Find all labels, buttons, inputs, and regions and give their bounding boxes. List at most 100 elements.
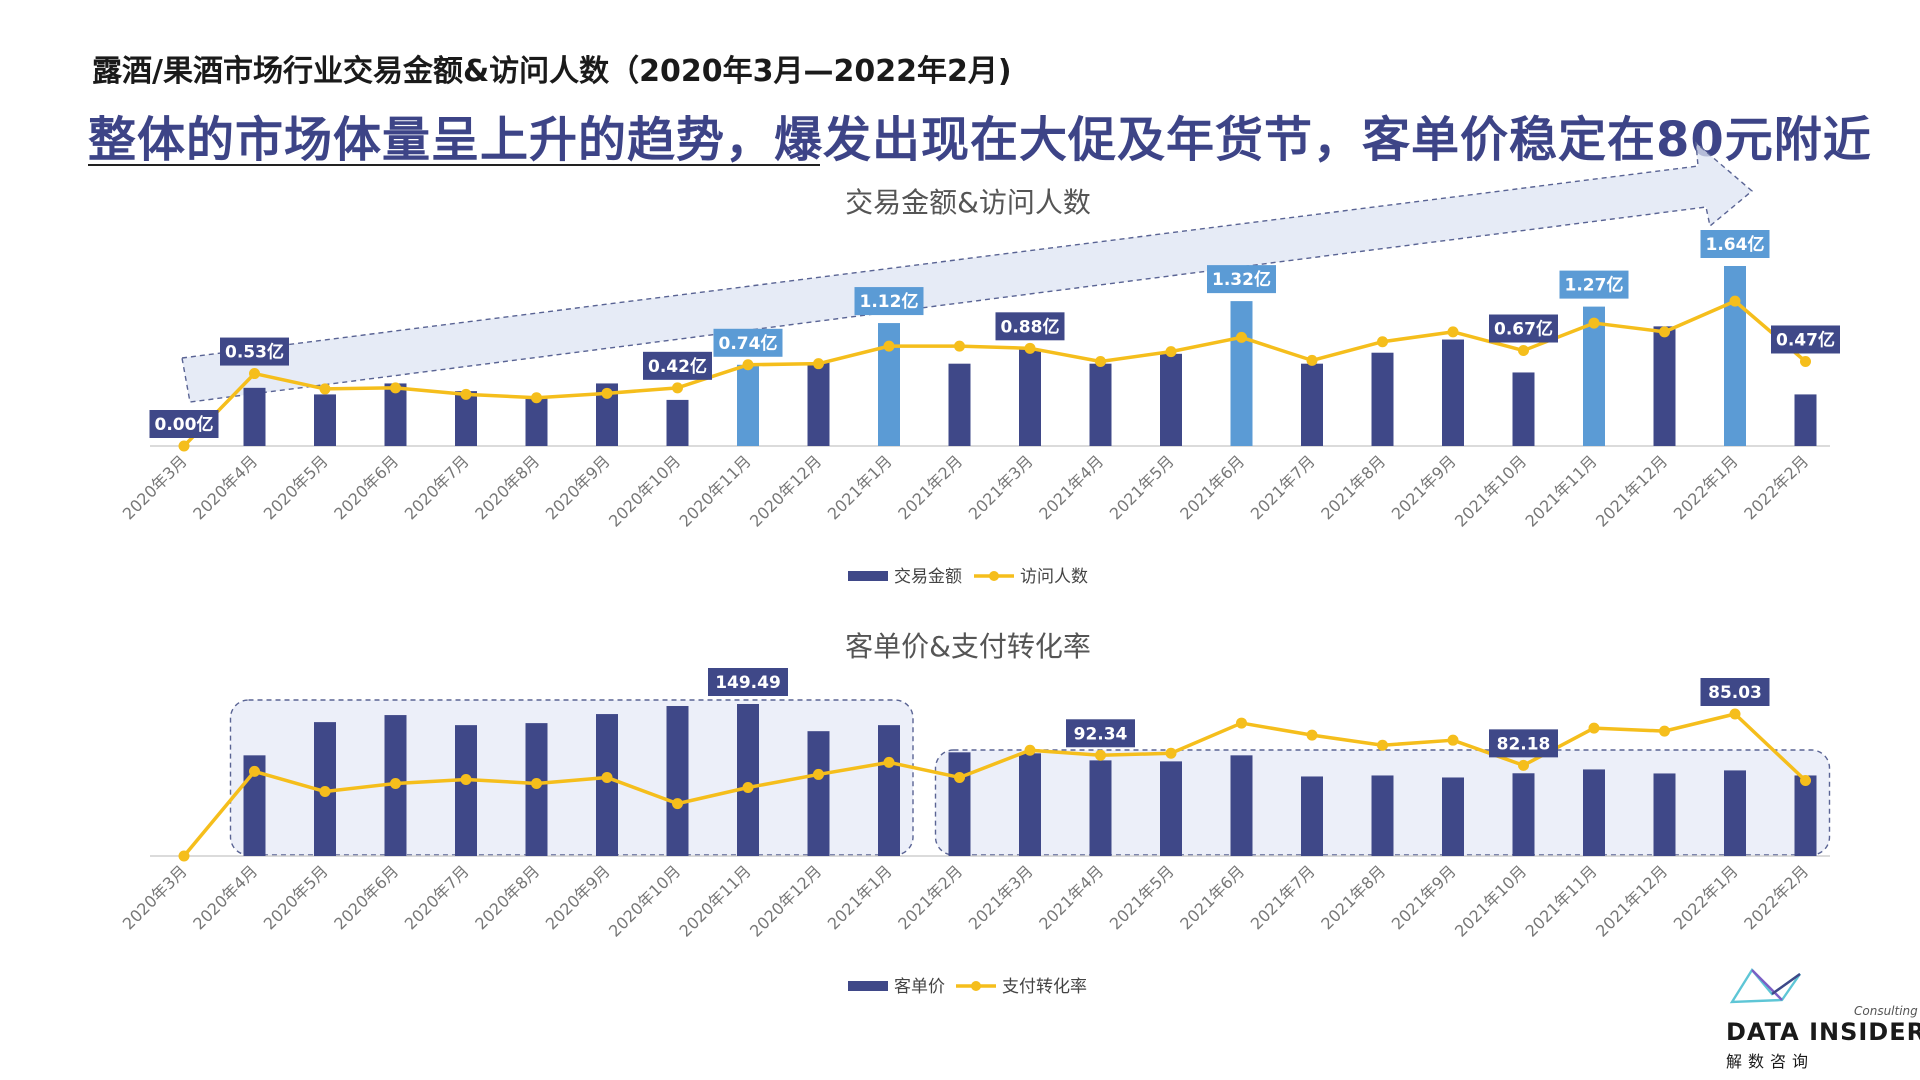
chart-2-bar	[1301, 776, 1323, 856]
chart-1-data-label-bg	[1207, 265, 1276, 294]
chart-2-line-point	[1306, 729, 1318, 741]
chart-1-data-label-text: 0.74亿	[719, 333, 778, 354]
chart-1-data-label: 0.74亿	[713, 328, 783, 357]
chart-1-x-tick-label: 2021年12月	[1592, 451, 1671, 530]
chart-1-line-point	[1800, 355, 1811, 367]
chart-1-x-tick-label: 2020年9月	[542, 451, 614, 523]
chart-1-line-point	[672, 382, 683, 394]
page-subtitle: 露酒/果酒市场行业交易金额&访问人数（2020年3月—2022年2月)	[92, 54, 1012, 89]
chart-1-x-tick-label: 2021年5月	[1106, 451, 1178, 523]
chart-1-x-tick-label: 2020年8月	[471, 451, 543, 523]
chart-2-line-point	[460, 773, 472, 785]
chart-2-data-label-text: 92.34	[1074, 724, 1128, 744]
chart-1-data-label-text: 1.64亿	[1706, 234, 1765, 255]
chart-1-line-point	[813, 358, 824, 370]
chart-2-bar	[1724, 770, 1746, 856]
chart-2-x-tick-label: 2020年9月	[542, 861, 614, 933]
chart-1-x-tick-label: 2021年10月	[1451, 451, 1530, 530]
chart-1-data-label-bg	[643, 351, 712, 380]
logo-mark-icon	[1729, 967, 1801, 1004]
chart-1-bar	[1230, 301, 1253, 446]
chart-2-bar	[737, 704, 759, 856]
chart-1-x-tick-label: 2022年2月	[1740, 451, 1812, 523]
chart-1-x-tick-label: 2020年11月	[676, 451, 755, 530]
chart-1-data-label-bg	[220, 337, 289, 366]
chart-2-bar	[807, 731, 830, 856]
chart-1-x-tick-label: 2020年6月	[330, 451, 402, 523]
chart-1-data-label-text: 1.12亿	[860, 291, 919, 312]
chart-1-bar	[596, 383, 618, 446]
chart-1-line	[182, 299, 1807, 448]
chart-2-x-tick-label: 2021年9月	[1388, 861, 1460, 933]
chart-2-bar	[1371, 775, 1394, 856]
legend-label-bar: 客单价	[894, 977, 945, 997]
chart-1-x-tick-label: 2021年2月	[894, 451, 966, 523]
chart-2-bar	[948, 752, 971, 856]
chart-1-data-label: 1.27亿	[1559, 270, 1629, 299]
chart-2-x-tick-label: 2020年6月	[330, 861, 402, 933]
chart-1-data-label-text: 0.00亿	[155, 414, 214, 435]
legend-swatch-dot	[989, 571, 999, 581]
chart-1-line-point	[1377, 336, 1388, 348]
chart-1-line-point	[954, 340, 965, 352]
chart-2-x-tick-label: 2020年4月	[189, 861, 261, 933]
legend-swatch-bar	[848, 981, 888, 991]
chart-2-line-point	[1800, 774, 1811, 786]
chart-2-data-label: 149.49	[708, 668, 788, 696]
logo-consulting-text: Consulting	[1854, 1004, 1918, 1018]
chart-2-line-point	[1588, 722, 1600, 734]
chart-2-data-label: 85.03	[1700, 678, 1770, 706]
legend-label-bar: 交易金额	[894, 567, 962, 587]
chart-1-line-point	[742, 359, 754, 371]
chart-1-data-label: 1.32亿	[1207, 265, 1276, 294]
chart-1-line-point	[319, 383, 331, 395]
chart-1-line-point	[249, 368, 260, 380]
chart-1-x-tick-label: 2021年3月	[965, 451, 1037, 523]
chart-1-bar	[314, 394, 336, 446]
chart-1-bar	[1583, 306, 1605, 446]
chart-1-x-tick-label: 2021年8月	[1317, 451, 1389, 523]
chart-2-line-point	[742, 782, 754, 794]
chart-2-bar	[1089, 760, 1112, 856]
chart-1-line-point	[1024, 342, 1036, 354]
chart-1-line-point	[390, 382, 401, 394]
chart-1-x-tick-label: 2021年4月	[1035, 451, 1107, 523]
chart-1-x-tick-label: 2021年11月	[1522, 451, 1601, 530]
chart-2-bar	[1512, 773, 1535, 856]
legend-swatch-dot	[971, 981, 981, 991]
chart-2-line-point	[813, 768, 824, 780]
chart-1-x-tick-label: 2021年7月	[1247, 451, 1319, 523]
chart-2-data-label-bg	[1489, 729, 1558, 758]
chart-1-data-label: 0.88亿	[995, 312, 1065, 341]
chart-2-line-point	[390, 777, 401, 789]
chart-1-bar	[1724, 266, 1746, 446]
chart-1-data-label: 0.47亿	[1771, 325, 1840, 354]
chart-1-data-label-bg	[149, 410, 219, 438]
chart-2-line-point	[672, 798, 683, 810]
chart-1-data-label-bg	[995, 312, 1065, 341]
chart-1-data-label-bg	[713, 328, 783, 357]
chart-2-x-tick-label: 2020年5月	[260, 861, 332, 933]
chart-2-bar	[666, 706, 689, 856]
title-underline	[88, 164, 820, 166]
chart-2-x-tick-label: 2020年12月	[746, 861, 825, 940]
chart-2-x-tick-label: 2021年2月	[894, 861, 966, 933]
chart-2-data-label-bg	[708, 668, 788, 696]
legend-swatch-bar	[848, 571, 888, 581]
chart-1-bar	[737, 364, 759, 446]
chart-1-line-point	[883, 340, 895, 352]
chart-1-bar	[243, 387, 266, 446]
chart-2-x-tick-label: 2021年6月	[1176, 861, 1248, 933]
chart-2-x-tick-label: 2020年7月	[401, 861, 473, 933]
chart-2-line-point	[883, 756, 895, 768]
chart-1-data-label-bg	[854, 287, 924, 316]
chart-2-x-tick-label: 2022年1月	[1670, 861, 1742, 933]
chart-2-line-point	[1659, 725, 1670, 737]
chart-1-bar	[1019, 349, 1041, 446]
chart-1-data-label: 0.53亿	[220, 337, 289, 366]
chart-1-data-label-text: 0.67亿	[1494, 319, 1553, 340]
chart-1-bar	[1160, 353, 1182, 446]
chart-2-x-tick-label: 2020年11月	[676, 861, 755, 940]
chart-2-line-point	[1165, 747, 1177, 759]
